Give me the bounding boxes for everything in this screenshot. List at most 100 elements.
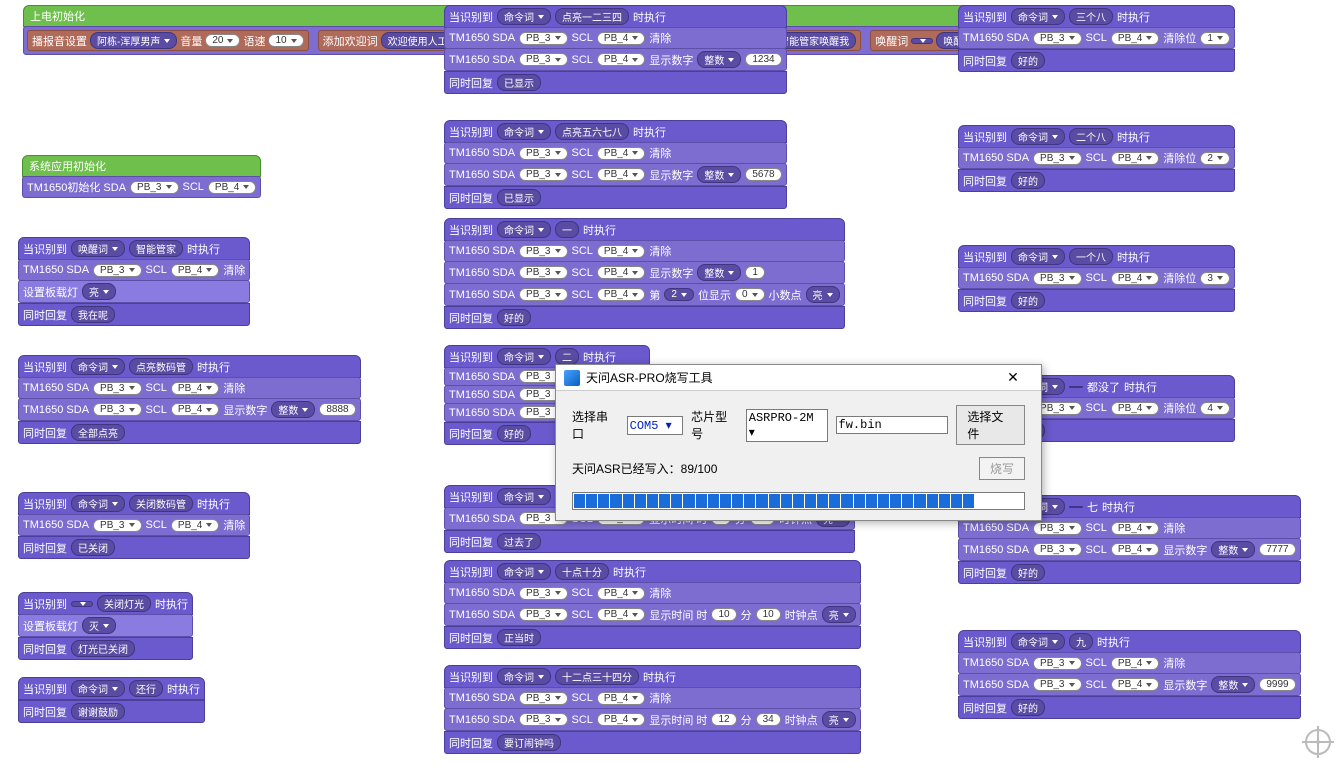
sda-dropdown[interactable]: PB_3 — [93, 403, 141, 416]
sda-dropdown[interactable]: PB_3 — [519, 587, 567, 600]
event-hat[interactable]: 当识别到命令词关闭数码管时执行 — [18, 492, 250, 515]
event-hat[interactable]: 当识别到命令词十二点三十四分时执行 — [444, 665, 861, 688]
scl-dropdown[interactable]: PB_4 — [1111, 152, 1159, 165]
tm1650-row[interactable]: TM1650 SDA PB_3 SCL PB_4 清除 — [444, 582, 861, 604]
scl-dropdown[interactable]: PB_4 — [597, 266, 645, 279]
tm1650-row[interactable]: TM1650 SDA PB_3 SCL PB_4 清除 — [444, 240, 845, 262]
burn-button[interactable]: 烧写 — [979, 457, 1025, 480]
scl-dropdown[interactable]: PB_4 — [1111, 657, 1159, 670]
tm1650-row[interactable]: TM1650 SDA PB_3 SCL PB_4 清除位2 — [958, 147, 1235, 169]
event-hat[interactable]: 当识别到命令词一时执行 — [444, 218, 845, 241]
event-group[interactable]: 当识别到命令词一时执行 TM1650 SDA PB_3 SCL PB_4 清除 … — [444, 218, 845, 329]
tm1650-time-row[interactable]: TM1650 SDA PB_3 SCL PB_4 显示时间 时 12 分 34 … — [444, 708, 861, 731]
tm1650-time-row[interactable]: TM1650 SDA PB_3 SCL PB_4 显示时间 时 10 分 10 … — [444, 603, 861, 626]
reply-row[interactable]: 同时回复我在呢 — [18, 303, 250, 326]
scl-dropdown[interactable]: PB_4 — [597, 53, 645, 66]
event-group[interactable]: 当识别到命令词点亮数码管时执行 TM1650 SDA PB_3 SCL PB_4… — [18, 355, 361, 444]
sda-dropdown[interactable]: PB_3 — [519, 288, 567, 301]
port-select[interactable]: COM5 ▾ — [627, 416, 684, 435]
scl-dropdown[interactable]: PB_4 — [171, 382, 219, 395]
event-group[interactable]: 当识别到命令词三个八时执行 TM1650 SDA PB_3 SCL PB_4 清… — [958, 5, 1235, 72]
voice-dropdown[interactable]: 阿栋-浑厚男声 — [90, 32, 177, 49]
scl-dropdown[interactable]: PB_4 — [1111, 522, 1159, 535]
sda-dropdown[interactable]: PB_3 — [130, 181, 178, 194]
sda-dropdown[interactable]: PB_3 — [93, 264, 141, 277]
event-group[interactable]: 当识别到命令词一个八时执行 TM1650 SDA PB_3 SCL PB_4 清… — [958, 245, 1235, 312]
reply-row[interactable]: 同时回复好的 — [958, 49, 1235, 72]
event-group[interactable]: 当识别到命令词九时执行 TM1650 SDA PB_3 SCL PB_4 清除 … — [958, 630, 1301, 719]
event-hat[interactable]: 当识别到唤醒词智能管家时执行 — [18, 237, 250, 260]
sda-dropdown[interactable]: PB_3 — [519, 245, 567, 258]
tm1650-row[interactable]: TM1650 SDA PB_3 SCL PB_4 清除 — [18, 377, 361, 399]
close-button[interactable]: ✕ — [993, 369, 1033, 386]
speed-input[interactable]: 10 — [268, 34, 303, 47]
event-group[interactable]: 当识别到唤醒词智能管家时执行 TM1650 SDA PB_3 SCL PB_4 … — [18, 237, 250, 326]
tm1650-init-row[interactable]: TM1650初始化 SDA PB_3 SCL PB_4 — [22, 176, 261, 198]
tm1650-row[interactable]: TM1650 SDA PB_3 SCL PB_4 清除位3 — [958, 267, 1235, 289]
tm1650-row[interactable]: TM1650 SDA PB_3 SCL PB_4 显示数字整数9999 — [958, 673, 1301, 696]
recenter-icon[interactable] — [1305, 729, 1331, 755]
raw-row[interactable]: 设置板载灯 灭 — [18, 614, 193, 637]
event-group[interactable]: 当识别到命令词十二点三十四分时执行 TM1650 SDA PB_3 SCL PB… — [444, 665, 861, 754]
reply-row[interactable]: 同时回复已关闭 — [18, 536, 250, 559]
event-hat[interactable]: 当识别到命令词一个八时执行 — [958, 245, 1235, 268]
event-group[interactable]: 当识别到命令词点亮一二三四时执行 TM1650 SDA PB_3 SCL PB_… — [444, 5, 787, 94]
scl-dropdown[interactable]: PB_4 — [208, 181, 256, 194]
tm1650-row[interactable]: TM1650 SDA PB_3 SCL PB_4 显示数字整数5678 — [444, 163, 787, 186]
scl-dropdown[interactable]: PB_4 — [1111, 272, 1159, 285]
reply-row[interactable]: 同时回复已显示 — [444, 186, 787, 209]
event-hat[interactable]: 当识别到命令词十点十分时执行 — [444, 560, 861, 583]
chip-select[interactable]: ASRPRO-2M ▾ — [746, 409, 828, 442]
reply-row[interactable]: 同时回复好的 — [444, 306, 845, 329]
reply-row[interactable]: 同时回复要订闹钟吗 — [444, 731, 861, 754]
scl-dropdown[interactable]: PB_4 — [171, 403, 219, 416]
scl-dropdown[interactable]: PB_4 — [597, 587, 645, 600]
tm1650-row[interactable]: TM1650 SDA PB_3 SCL PB_4 清除 — [18, 514, 250, 536]
scl-dropdown[interactable]: PB_4 — [171, 264, 219, 277]
event-hat[interactable]: 当识别到命令词点亮五六七八时执行 — [444, 120, 787, 143]
hat-sys-init[interactable]: 系统应用初始化 — [22, 155, 261, 177]
scl-dropdown[interactable]: PB_4 — [1111, 543, 1159, 556]
event-group[interactable]: 当识别到命令词还行时执行 同时回复谢谢鼓励 — [18, 677, 205, 723]
wake-dropdown[interactable] — [911, 38, 933, 44]
tm1650-row[interactable]: TM1650 SDA PB_3 SCL PB_4 显示数字整数8888 — [18, 398, 361, 421]
reply-row[interactable]: 同时回复过去了 — [444, 530, 855, 553]
tm1650-row[interactable]: TM1650 SDA PB_3 SCL PB_4 显示数字整数1 — [444, 261, 845, 284]
sda-dropdown[interactable]: PB_3 — [519, 147, 567, 160]
sda-dropdown[interactable]: PB_3 — [519, 168, 567, 181]
event-hat[interactable]: 当识别到命令词二个八时执行 — [958, 125, 1235, 148]
event-group[interactable]: 当识别到关闭灯光时执行 设置板载灯 灭 同时回复灯光已关闭 — [18, 592, 193, 660]
reply-row[interactable]: 同时回复好的 — [958, 696, 1301, 719]
reply-row[interactable]: 同时回复好的 — [958, 561, 1301, 584]
event-hat[interactable]: 当识别到关闭灯光时执行 — [18, 592, 193, 615]
tm1650-row[interactable]: TM1650 SDA PB_3 SCL PB_4 清除 — [444, 687, 861, 709]
tm1650-row[interactable]: TM1650 SDA PB_3 SCL PB_4 清除位1 — [958, 27, 1235, 49]
event-group[interactable]: 当识别到命令词点亮五六七八时执行 TM1650 SDA PB_3 SCL PB_… — [444, 120, 787, 209]
scl-dropdown[interactable]: PB_4 — [1111, 402, 1159, 415]
tm1650-row[interactable]: TM1650 SDA PB_3 SCL PB_4 第2位显示0小数点亮 — [444, 283, 845, 306]
sys-init-group[interactable]: 系统应用初始化 TM1650初始化 SDA PB_3 SCL PB_4 — [22, 155, 261, 198]
scl-dropdown[interactable]: PB_4 — [1111, 32, 1159, 45]
tm1650-row[interactable]: TM1650 SDA PB_3 SCL PB_4 清除 — [444, 27, 787, 49]
event-hat[interactable]: 当识别到命令词三个八时执行 — [958, 5, 1235, 28]
tm1650-row[interactable]: TM1650 SDA PB_3 SCL PB_4 清除 — [958, 652, 1301, 674]
sda-dropdown[interactable]: PB_3 — [519, 266, 567, 279]
scl-dropdown[interactable]: PB_4 — [597, 32, 645, 45]
sda-dropdown[interactable]: PB_3 — [93, 519, 141, 532]
sda-dropdown[interactable]: PB_3 — [519, 692, 567, 705]
scl-dropdown[interactable]: PB_4 — [597, 692, 645, 705]
scl-dropdown[interactable]: PB_4 — [1111, 678, 1159, 691]
tm1650-row[interactable]: TM1650 SDA PB_3 SCL PB_4 显示数字整数1234 — [444, 48, 787, 71]
sda-dropdown[interactable]: PB_3 — [1033, 32, 1081, 45]
sda-dropdown[interactable]: PB_3 — [1033, 678, 1081, 691]
sda-dropdown[interactable]: PB_3 — [1033, 272, 1081, 285]
event-group[interactable]: 当识别到命令词二个八时执行 TM1650 SDA PB_3 SCL PB_4 清… — [958, 125, 1235, 192]
reply-row[interactable]: 同时回复已显示 — [444, 71, 787, 94]
event-group[interactable]: 当识别到命令词十点十分时执行 TM1650 SDA PB_3 SCL PB_4 … — [444, 560, 861, 649]
event-hat[interactable]: 当识别到命令词九时执行 — [958, 630, 1301, 653]
sda-dropdown[interactable]: PB_3 — [1033, 522, 1081, 535]
reply-row[interactable]: 同时回复好的 — [958, 289, 1235, 312]
tm1650-row[interactable]: TM1650 SDA PB_3 SCL PB_4 清除 — [444, 142, 787, 164]
voice-setting-row[interactable]: 播报音设置 阿栋-浑厚男声 音量 20 语速 10 — [27, 30, 309, 51]
sda-dropdown[interactable]: PB_3 — [1033, 543, 1081, 556]
